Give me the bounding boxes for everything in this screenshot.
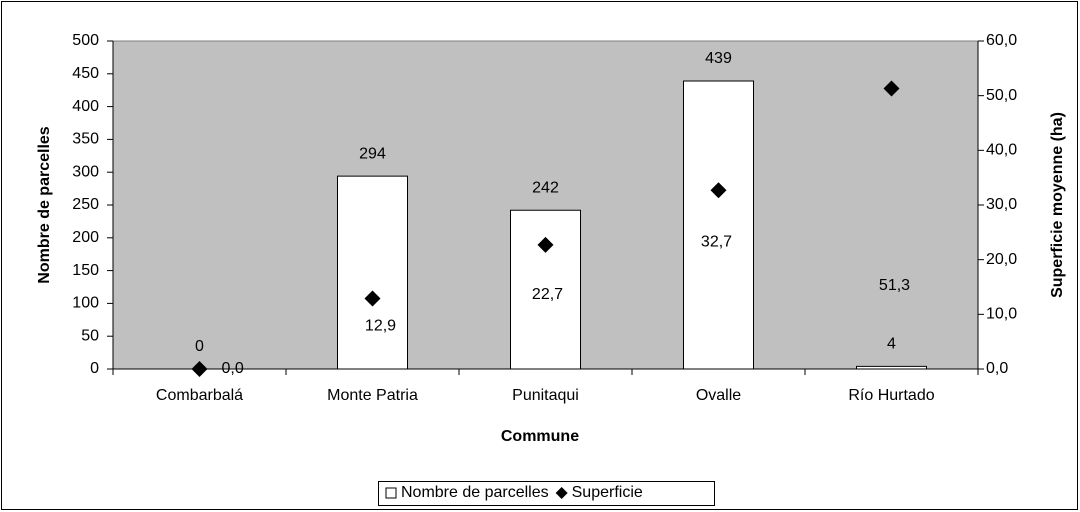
bar <box>337 175 408 370</box>
x-tick-label: Río Hurtado <box>848 387 934 404</box>
legend-box <box>378 481 715 506</box>
legend-label: Nombre de parcelles <box>401 484 549 501</box>
bar <box>683 80 754 370</box>
y-tick-label: 250 <box>72 196 99 213</box>
bar-value-label: 439 <box>705 50 732 67</box>
y2-tick-label: 20,0 <box>986 251 1017 268</box>
legend-swatch <box>385 487 397 499</box>
marker-value-label: 12,9 <box>365 318 396 335</box>
y-tick-label: 400 <box>72 98 99 115</box>
y2-tick-label: 10,0 <box>986 306 1017 323</box>
y2-axis-title: Superficie moyenne (ha) <box>1049 112 1066 298</box>
bar-value-label: 242 <box>532 179 559 196</box>
diamond-marker <box>710 182 727 199</box>
diamond-marker <box>191 361 208 377</box>
y-tick-label: 50 <box>81 327 99 344</box>
x-axis-title: Commune <box>501 428 579 445</box>
diamond-marker <box>883 80 900 97</box>
plot-area <box>112 40 979 370</box>
y2-tick-label: 50,0 <box>986 87 1017 104</box>
x-tick-label: Ovalle <box>696 387 741 404</box>
y-tick-label: 300 <box>72 163 99 180</box>
y2-tick-label: 40,0 <box>986 142 1017 159</box>
marker-value-label: 32,7 <box>701 233 732 250</box>
bar <box>856 365 927 370</box>
marker-value-label: 22,7 <box>532 286 563 303</box>
diamond-marker <box>364 290 381 307</box>
legend-swatch <box>555 487 568 499</box>
bar-value-label: 4 <box>887 336 896 353</box>
x-tick-label: Monte Patria <box>327 387 418 404</box>
y-tick-label: 0 <box>90 360 99 377</box>
y-tick-label: 200 <box>72 229 99 246</box>
bar-value-label: 0 <box>195 338 204 355</box>
y-tick-label: 100 <box>72 295 99 312</box>
y-tick-label: 150 <box>72 262 99 279</box>
y-tick-label: 350 <box>72 131 99 148</box>
y-tick-label: 500 <box>72 32 99 49</box>
x-tick-label: Punitaqui <box>512 387 579 404</box>
y2-tick-label: 30,0 <box>986 196 1017 213</box>
diamond-marker <box>537 236 554 253</box>
y2-tick-label: 60,0 <box>986 32 1017 49</box>
marker-value-label: 51,3 <box>879 277 910 294</box>
bar <box>510 209 581 370</box>
x-tick-label: Combarbalá <box>156 387 243 404</box>
y-axis-title: Nombre de parcelles <box>36 126 53 284</box>
y2-tick-label: 0,0 <box>986 360 1008 377</box>
y-tick-label: 450 <box>72 65 99 82</box>
legend-label: Superficie <box>572 484 643 501</box>
marker-value-label: 0,0 <box>222 360 244 377</box>
bar-value-label: 294 <box>359 145 386 162</box>
